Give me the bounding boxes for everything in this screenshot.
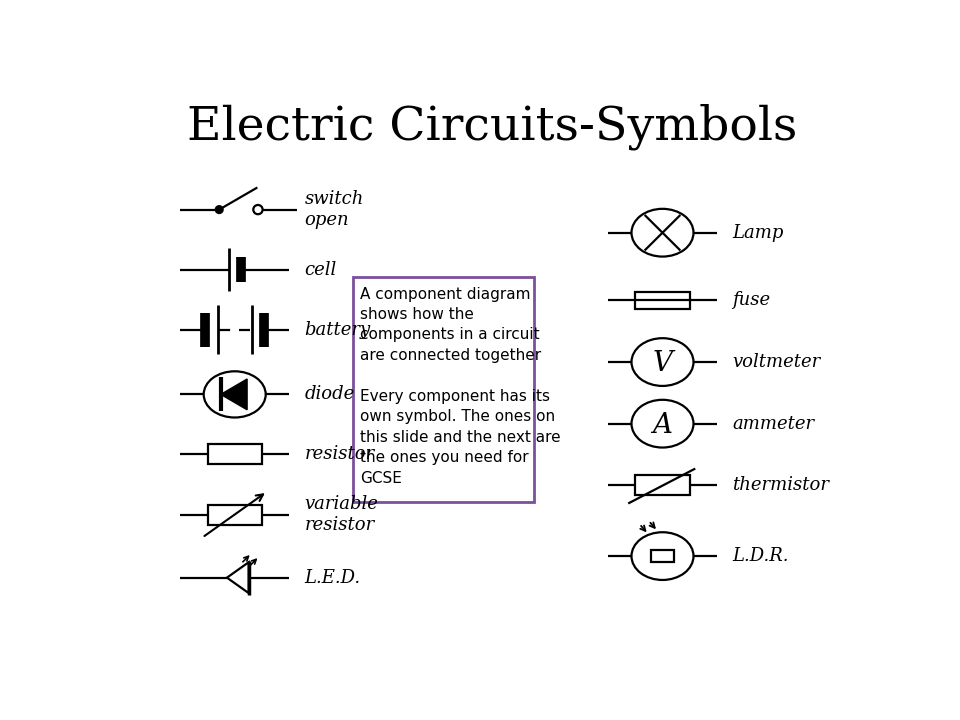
- Text: fuse: fuse: [732, 292, 770, 310]
- Bar: [651, 550, 674, 562]
- Text: Every component has its
own symbol. The ones on
this slide and the next are
the : Every component has its own symbol. The …: [360, 389, 561, 485]
- Text: L.D.R.: L.D.R.: [732, 547, 789, 565]
- Text: diode: diode: [304, 385, 354, 403]
- Polygon shape: [221, 379, 247, 410]
- Text: ammeter: ammeter: [732, 415, 814, 433]
- Bar: [636, 292, 689, 309]
- Text: V: V: [653, 350, 673, 377]
- Text: Electric Circuits-Symbols: Electric Circuits-Symbols: [187, 103, 797, 150]
- Text: resistor: resistor: [304, 446, 374, 464]
- Text: variable
resistor: variable resistor: [304, 495, 378, 534]
- Circle shape: [215, 206, 223, 213]
- Text: A: A: [653, 412, 673, 438]
- Text: A component diagram
shows how the
components in a circuit
are connected together: A component diagram shows how the compon…: [360, 287, 541, 363]
- Text: cell: cell: [304, 261, 337, 279]
- Text: thermistor: thermistor: [732, 476, 829, 494]
- Bar: [636, 475, 689, 495]
- Text: switch
open: switch open: [304, 190, 364, 229]
- Text: voltmeter: voltmeter: [732, 353, 821, 371]
- Bar: [207, 444, 262, 464]
- Text: battery: battery: [304, 320, 371, 338]
- Text: Lamp: Lamp: [732, 224, 783, 242]
- Bar: [207, 505, 262, 525]
- Text: L.E.D.: L.E.D.: [304, 569, 361, 587]
